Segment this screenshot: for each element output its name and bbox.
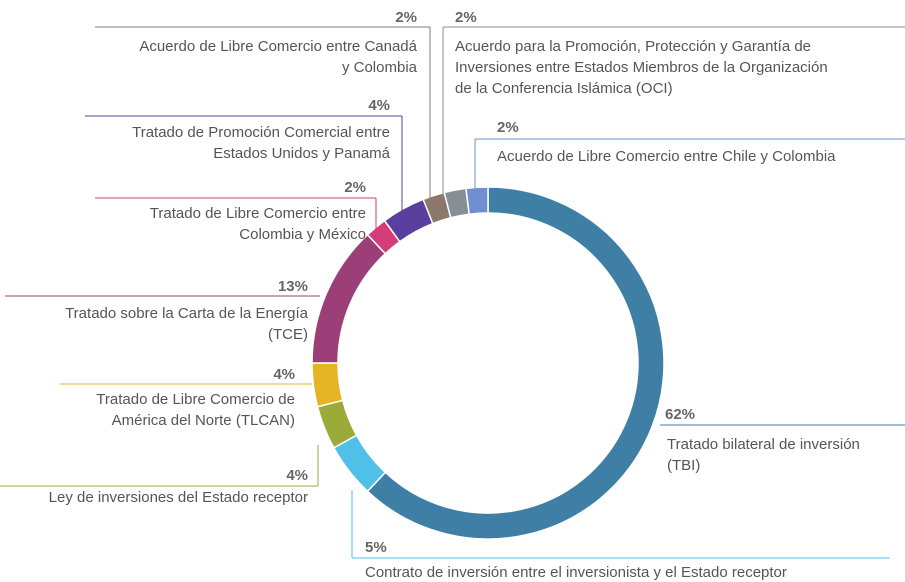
- percent-label: 4%: [286, 467, 308, 484]
- slice-label: Tratado sobre la Carta de la Energía: [65, 305, 309, 322]
- percent-label: 2%: [497, 119, 519, 136]
- slice-label: Acuerdo de Libre Comercio entre Canadá: [139, 38, 417, 55]
- slice-label: Tratado bilateral de inversión: [667, 436, 860, 453]
- slice-label: Estados Unidos y Panamá: [213, 145, 390, 162]
- percent-label: 5%: [365, 539, 387, 556]
- slice-label: y Colombia: [342, 59, 418, 76]
- slice-label: Inversiones entre Estados Miembros de la…: [455, 59, 828, 76]
- percent-label: 4%: [368, 97, 390, 114]
- slice-label: Tratado de Libre Comercio de: [96, 391, 295, 408]
- donut-slice: [311, 362, 344, 408]
- donut-slice: [311, 233, 387, 364]
- percent-label: 62%: [665, 406, 695, 423]
- percent-label: 2%: [455, 9, 477, 26]
- donut-slice: [366, 186, 665, 540]
- slice-label: Tratado de Libre Comercio entre: [150, 205, 366, 222]
- slice-label: Acuerdo de Libre Comercio entre Chile y …: [497, 148, 836, 165]
- percent-label: 2%: [344, 179, 366, 196]
- slice-label: Colombia y México: [239, 226, 366, 243]
- percent-label: 13%: [278, 278, 308, 295]
- slice-label: Ley de inversiones del Estado receptor: [49, 489, 308, 506]
- percent-label: 2%: [395, 9, 417, 26]
- slice-label: Tratado de Promoción Comercial entre: [132, 124, 390, 141]
- slice-label: Contrato de inversión entre el inversion…: [365, 564, 787, 581]
- slice-label: América del Norte (TLCAN): [112, 412, 295, 429]
- slice-label: de la Conferencia Islámica (OCI): [455, 80, 673, 97]
- slice-label: (TBI): [667, 457, 700, 474]
- donut-slice: [465, 186, 489, 216]
- slice-label: (TCE): [268, 326, 308, 343]
- percent-label: 4%: [273, 366, 295, 383]
- slice-label: Acuerdo para la Promoción, Protección y …: [455, 38, 811, 55]
